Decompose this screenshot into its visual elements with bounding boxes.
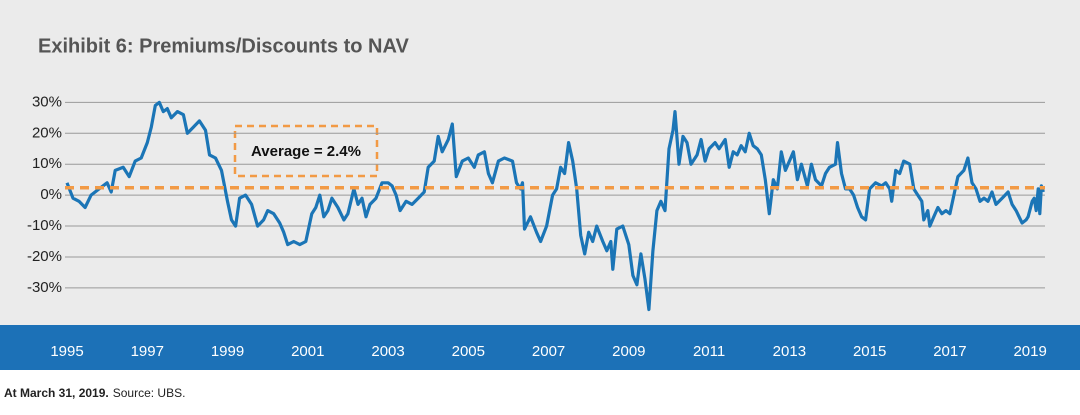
y-tick-label: 30%: [32, 93, 62, 110]
x-tick-label: 2003: [371, 343, 404, 360]
chart-title: Exihibit 6: Premiums/Discounts to NAV: [38, 35, 409, 57]
y-tick-label: -30%: [27, 279, 62, 296]
x-tick-label: 2001: [291, 343, 324, 360]
x-tick-label: 2015: [853, 343, 886, 360]
panel: [0, 0, 1080, 370]
y-tick-label: 10%: [32, 155, 62, 172]
footnote: At March 31, 2019. Source: UBS.: [4, 386, 185, 400]
y-tick-label: 20%: [32, 124, 62, 141]
annotation: Average = 2.4%: [251, 143, 361, 160]
x-tick-label: 2007: [532, 343, 565, 360]
x-tick-label: 2019: [1013, 343, 1046, 360]
x-tick-label: 1995: [50, 343, 83, 360]
x-tick-label: 2017: [933, 343, 966, 360]
y-tick-label: 0%: [40, 186, 62, 203]
x-tick-label: 1999: [211, 343, 244, 360]
y-tick-label: -20%: [27, 248, 62, 265]
x-axis-band: [0, 325, 1080, 370]
data-line: [65, 100, 1045, 312]
x-tick-label: 1997: [131, 343, 164, 360]
source: Source: UBS.: [113, 386, 186, 400]
x-tick-label: 2013: [773, 343, 806, 360]
x-tick-label: 2009: [612, 343, 645, 360]
y-tick-label: -10%: [27, 217, 62, 234]
x-tick-label: 2005: [452, 343, 485, 360]
footnote-date: At March 31, 2019.: [4, 386, 109, 400]
x-tick-label: 2011: [693, 343, 725, 360]
